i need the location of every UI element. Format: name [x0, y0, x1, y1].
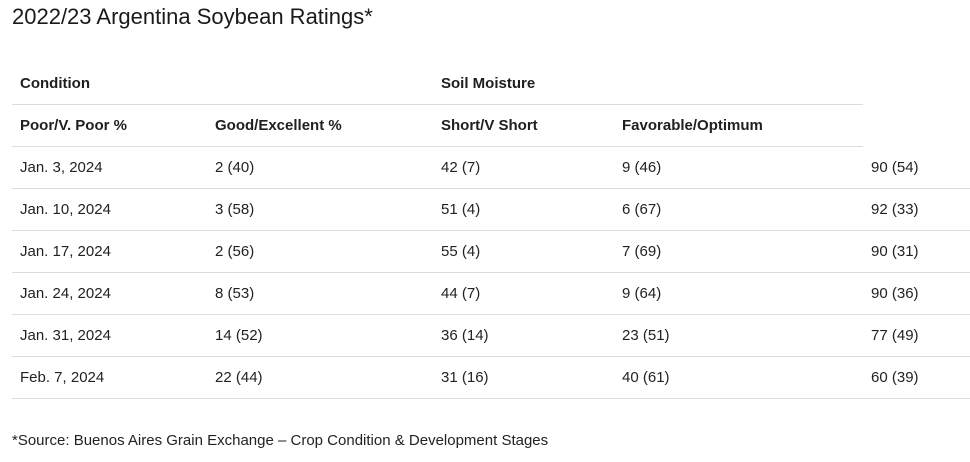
table-cell: 40 (61) [622, 369, 670, 386]
group-header-condition: Condition [20, 75, 90, 92]
table-cell: 9 (46) [622, 159, 662, 176]
table-cell-date: Jan. 17, 2024 [20, 243, 111, 260]
table-row: Jan. 24, 2024 8 (53) 44 (7) 9 (64) 90 (3… [12, 273, 970, 315]
table-cell-date: Jan. 3, 2024 [20, 159, 103, 176]
column-header-short: Short/V Short [441, 117, 538, 134]
table-row: Feb. 7, 2024 22 (44) 31 (16) 40 (61) 60 … [12, 357, 970, 399]
table-cell: 92 (33) [871, 201, 919, 218]
table-row: Jan. 3, 2024 2 (40) 42 (7) 9 (46) 90 (54… [12, 147, 970, 189]
table-row: Jan. 10, 2024 3 (58) 51 (4) 6 (67) 92 (3… [12, 189, 970, 231]
table-cell: 55 (4) [441, 243, 481, 260]
table-cell: 8 (53) [215, 285, 255, 302]
ratings-table: Condition Soil Moisture Poor/V. Poor % G… [12, 63, 970, 399]
table-group-header-row: Condition Soil Moisture [12, 63, 863, 105]
table-cell-date: Jan. 24, 2024 [20, 285, 111, 302]
table-cell: 2 (56) [215, 243, 255, 260]
table-cell-date: Jan. 10, 2024 [20, 201, 111, 218]
column-header-good: Good/Excellent % [215, 117, 342, 134]
group-header-soil-moisture: Soil Moisture [441, 75, 536, 92]
column-header-favorable: Favorable/Optimum [622, 117, 763, 134]
table-cell: 9 (64) [622, 285, 662, 302]
table-cell: 6 (67) [622, 201, 662, 218]
column-header-poor: Poor/V. Poor % [20, 117, 127, 134]
table-cell-date: Jan. 31, 2024 [20, 327, 111, 344]
table-cell: 23 (51) [622, 327, 670, 344]
table-cell: 90 (36) [871, 285, 919, 302]
table-cell-date: Feb. 7, 2024 [20, 369, 105, 386]
table-cell: 90 (54) [871, 159, 919, 176]
table-cell: 60 (39) [871, 369, 919, 386]
table-cell: 42 (7) [441, 159, 481, 176]
table-row: Jan. 17, 2024 2 (56) 55 (4) 7 (69) 90 (3… [12, 231, 970, 273]
table-cell: 90 (31) [871, 243, 919, 260]
page-title: 2022/23 Argentina Soybean Ratings* [12, 4, 373, 29]
table-cell: 77 (49) [871, 327, 919, 344]
source-note: *Source: Buenos Aires Grain Exchange – C… [12, 432, 549, 449]
table-cell: 36 (14) [441, 327, 489, 344]
table-cell: 51 (4) [441, 201, 481, 218]
table-row: Jan. 31, 2024 14 (52) 36 (14) 23 (51) 77… [12, 315, 970, 357]
table-cell: 3 (58) [215, 201, 255, 218]
table-cell: 14 (52) [215, 327, 263, 344]
table-cell: 7 (69) [622, 243, 662, 260]
table-cell: 2 (40) [215, 159, 255, 176]
table-cell: 44 (7) [441, 285, 481, 302]
table-cell: 31 (16) [441, 369, 489, 386]
table-cell: 22 (44) [215, 369, 263, 386]
table-column-header-row: Poor/V. Poor % Good/Excellent % Short/V … [12, 105, 863, 147]
